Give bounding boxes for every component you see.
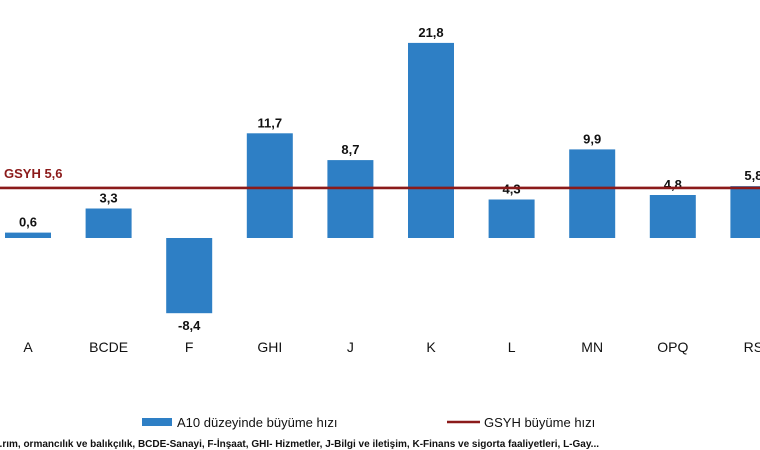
bar-k <box>408 42 454 239</box>
bar-mn <box>569 149 616 238</box>
category-labels-group: A BCDE F GHI J K L MN OPQ RS <box>23 339 760 355</box>
legend: A10 düzeyinde büyüme hızı GSYH büyüme hı… <box>142 415 595 430</box>
gsyh-reference-label: GSYH 5,6 <box>4 166 63 181</box>
bar-l <box>488 199 535 238</box>
category-label-ghi: GHI <box>257 339 282 355</box>
bar-bcde <box>85 208 132 238</box>
bar-j <box>327 160 374 238</box>
bar-f <box>166 238 213 314</box>
value-label-opq: 4,8 <box>664 177 682 192</box>
footnote: ...rım, ormancılık ve balıkçılık, BCDE-S… <box>0 437 599 450</box>
category-label-f: F <box>185 339 194 355</box>
legend-line-label: GSYH büyüme hızı <box>484 415 595 430</box>
category-label-opq: OPQ <box>657 339 688 355</box>
value-label-k: 21,8 <box>418 25 443 40</box>
category-label-l: L <box>508 339 516 355</box>
value-label-rs: 5,8 <box>744 168 760 183</box>
category-label-a: A <box>23 339 33 355</box>
category-label-rs: RS <box>744 339 760 355</box>
value-label-bcde: 3,3 <box>100 191 118 206</box>
category-label-j: J <box>347 339 354 355</box>
category-label-bcde: BCDE <box>89 339 128 355</box>
bar-a <box>5 232 51 238</box>
value-label-a: 0,6 <box>19 215 37 230</box>
bars-group <box>5 42 760 314</box>
bar-opq <box>649 195 696 238</box>
value-label-j: 8,7 <box>341 142 359 157</box>
value-label-f: -8,4 <box>178 318 201 333</box>
category-label-k: K <box>426 339 436 355</box>
category-label-mn: MN <box>581 339 603 355</box>
bar-rs <box>730 186 760 238</box>
legend-bar-swatch <box>142 418 172 426</box>
value-label-ghi: 11,7 <box>258 115 283 130</box>
value-labels-group: 0,63,3-8,411,78,721,84,39,94,85,8 <box>19 25 760 333</box>
bar-ghi <box>246 133 293 238</box>
value-label-mn: 9,9 <box>583 131 601 146</box>
legend-bar-label: A10 düzeyinde büyüme hızı <box>177 415 337 430</box>
